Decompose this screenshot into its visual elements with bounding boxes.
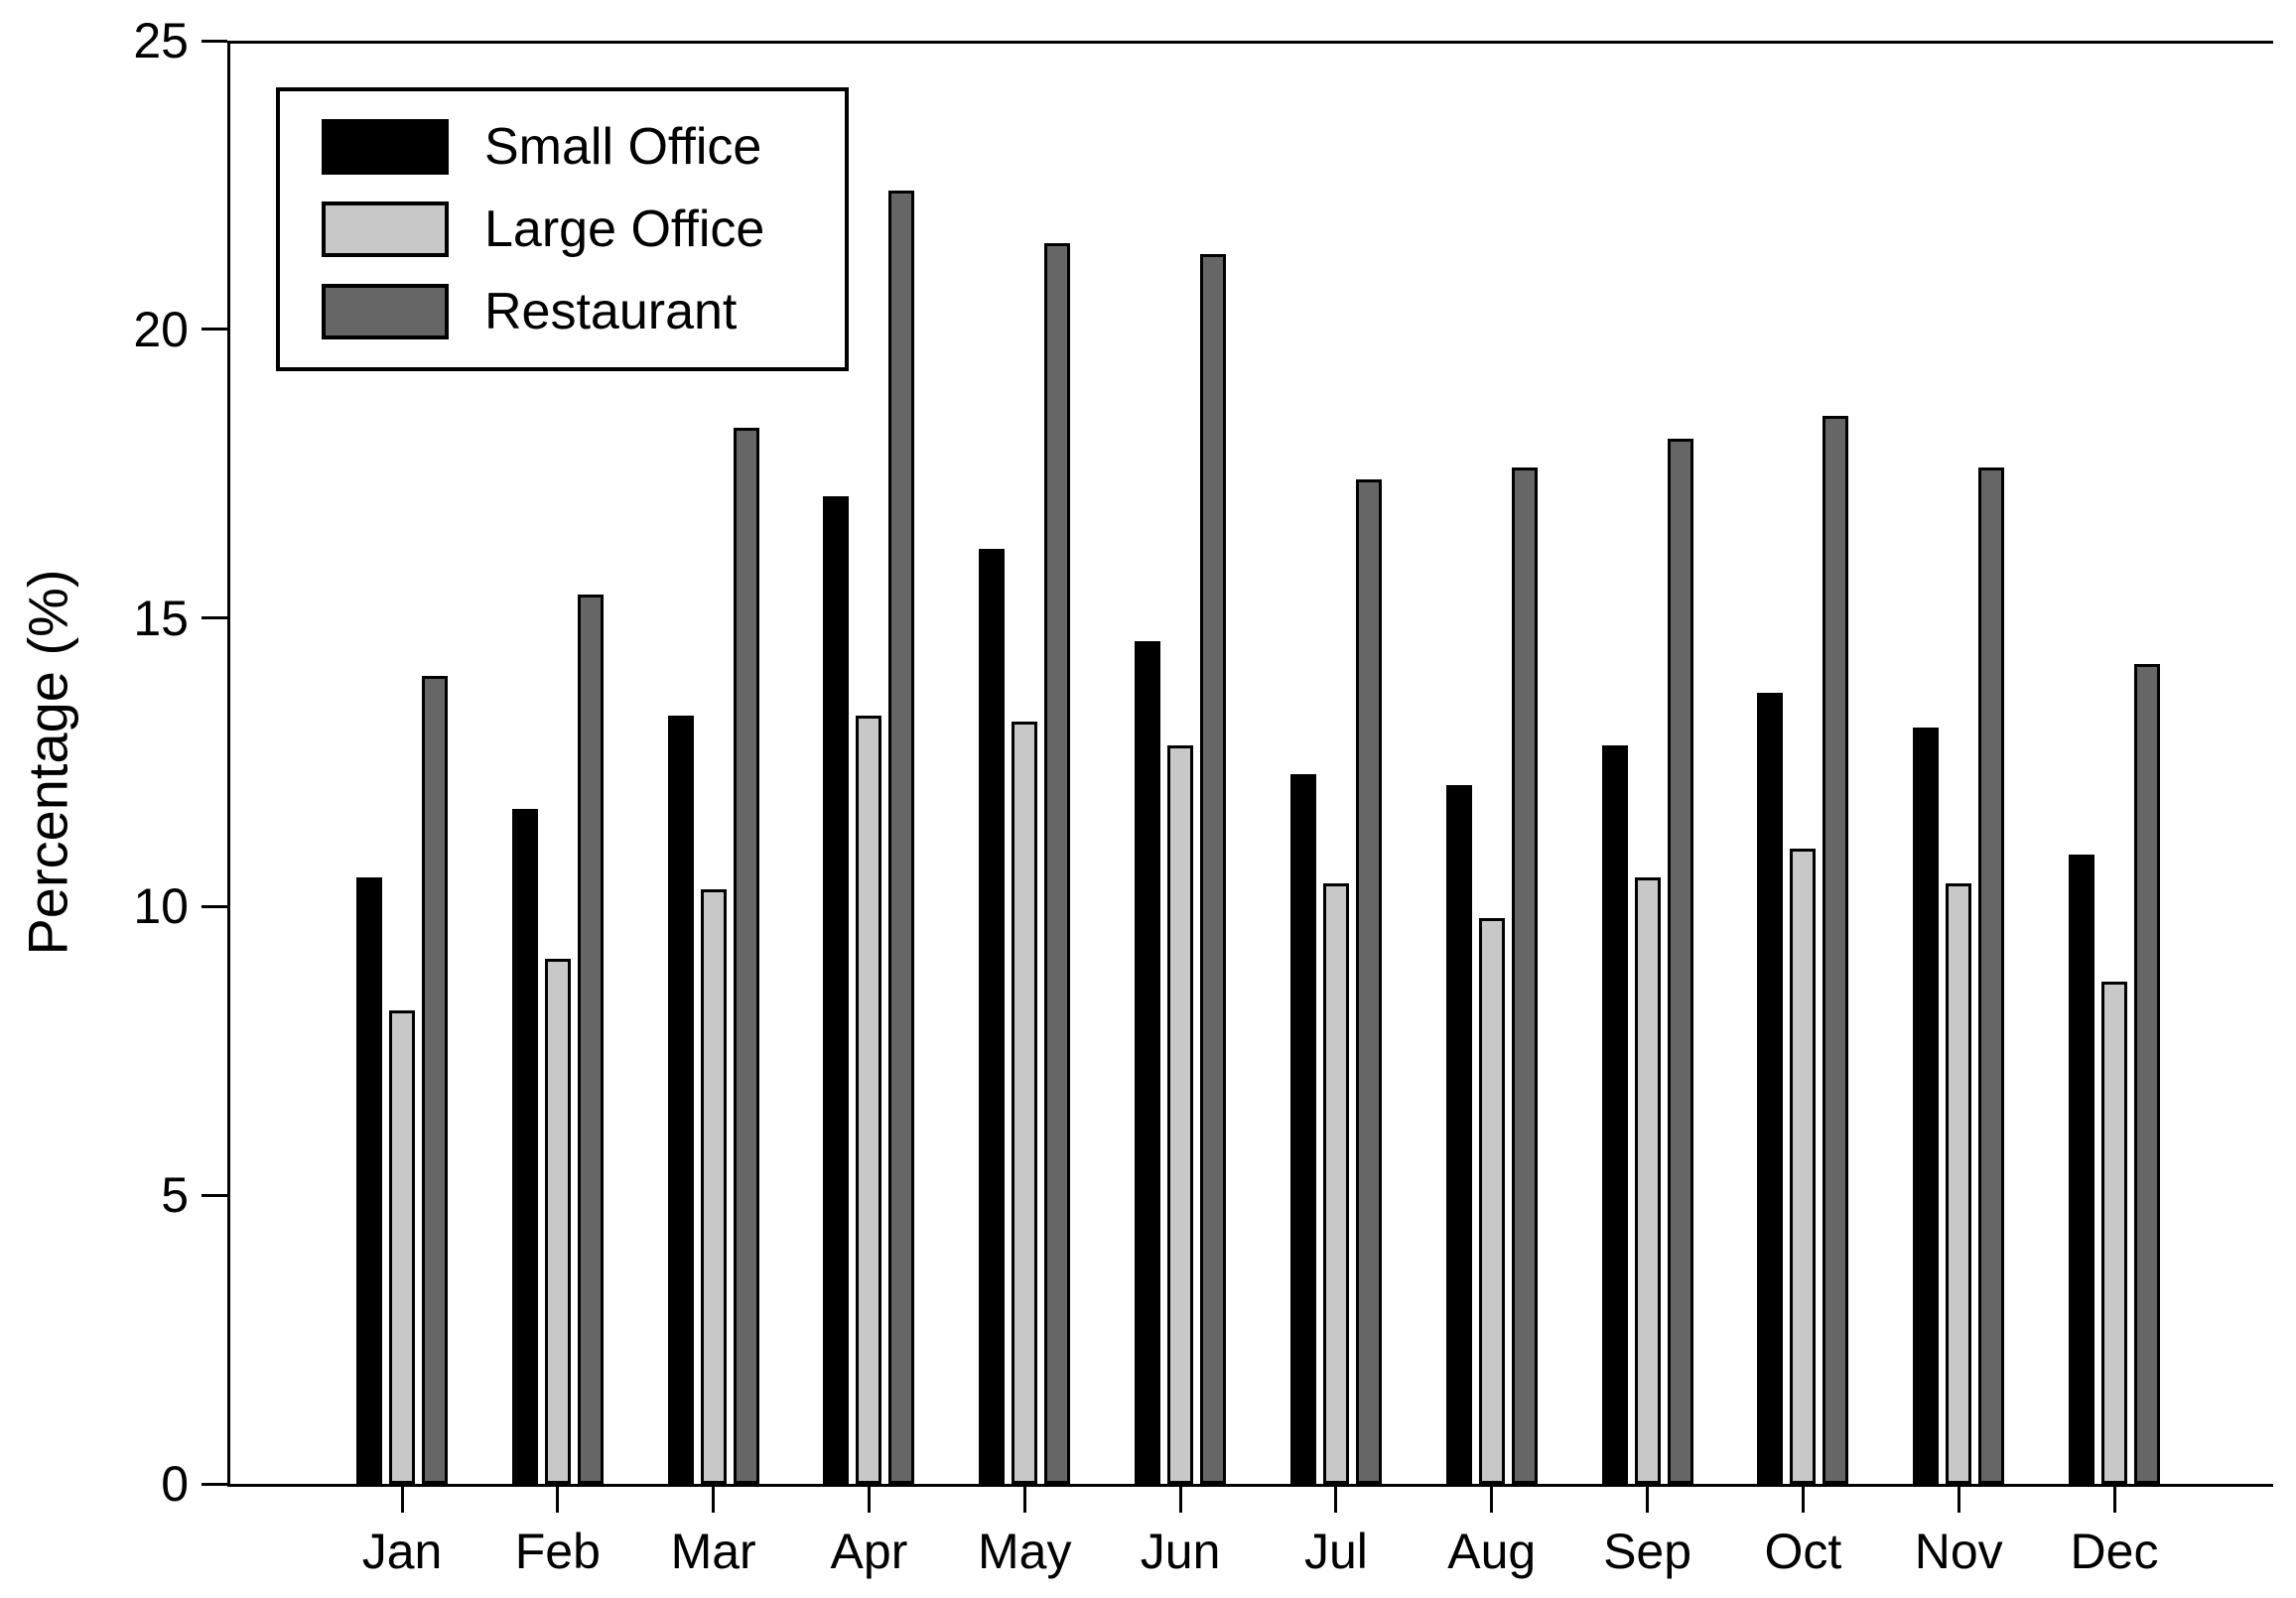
legend-swatch-large-office — [322, 200, 449, 257]
bar-oct-restaurant — [1823, 416, 1849, 1484]
y-tick-15 — [202, 616, 227, 620]
bar-group-may — [979, 242, 1071, 1484]
x-tick-apr — [867, 1487, 871, 1513]
top-axis-line — [227, 41, 2273, 44]
bar-may-small-office — [979, 548, 1006, 1484]
y-tick-10 — [202, 904, 227, 908]
bar-nov-restaurant — [1978, 467, 2005, 1484]
bar-feb-small-office — [511, 808, 538, 1484]
bar-aug-large-office — [1478, 918, 1505, 1484]
x-tick-oct — [1801, 1487, 1805, 1513]
bar-mar-restaurant — [733, 427, 759, 1484]
legend-label-large-office: Large Office — [484, 200, 765, 258]
legend-item-restaurant: Restaurant — [322, 283, 845, 341]
x-tick-label-apr: Apr — [830, 1524, 908, 1579]
y-tick-label-0: 0 — [161, 1456, 189, 1512]
x-tick-nov — [1957, 1487, 1960, 1513]
bar-jul-large-office — [1322, 883, 1349, 1484]
bar-group-jan — [356, 675, 448, 1484]
y-tick-25 — [202, 39, 227, 43]
x-tick-label-jul: Jul — [1303, 1524, 1368, 1579]
legend-label-restaurant: Restaurant — [484, 283, 738, 341]
bar-group-oct — [1757, 416, 1849, 1484]
x-tick-label-sep: Sep — [1603, 1524, 1692, 1579]
x-tick-jul — [1334, 1487, 1338, 1513]
legend-label-small-office: Small Office — [484, 117, 762, 176]
x-tick-feb — [556, 1487, 560, 1513]
bar-jun-large-office — [1167, 744, 1194, 1484]
x-tick-sep — [1646, 1487, 1650, 1513]
y-tick-label-10: 10 — [133, 878, 189, 935]
x-tick-label-aug: Aug — [1447, 1524, 1537, 1579]
bar-feb-restaurant — [577, 595, 604, 1484]
y-tick-20 — [202, 328, 227, 332]
bar-jan-restaurant — [422, 675, 448, 1484]
plot-area — [230, 41, 2273, 1484]
x-tick-dec — [2112, 1487, 2116, 1513]
bar-oct-large-office — [1790, 849, 1817, 1484]
y-tick-label-5: 5 — [161, 1167, 189, 1224]
y-tick-label-15: 15 — [133, 590, 189, 646]
x-tick-aug — [1490, 1487, 1494, 1513]
x-tick-may — [1022, 1487, 1026, 1513]
bar-dec-large-office — [2101, 982, 2128, 1484]
x-tick-label-jun: Jun — [1140, 1524, 1221, 1579]
bar-sep-small-office — [1601, 744, 1628, 1484]
bar-group-nov — [1913, 467, 2005, 1484]
bar-group-apr — [823, 191, 915, 1484]
y-tick-label-20: 20 — [133, 301, 189, 357]
x-tick-label-jan: Jan — [361, 1524, 443, 1579]
x-tick-label-mar: Mar — [670, 1524, 756, 1579]
bar-aug-small-office — [1445, 785, 1472, 1484]
legend-swatch-restaurant — [322, 284, 449, 340]
bar-feb-large-office — [544, 958, 571, 1484]
x-tick-label-nov: Nov — [1914, 1524, 2003, 1579]
bar-jun-small-office — [1135, 640, 1161, 1484]
legend-item-large-office: Large Office — [322, 200, 845, 258]
bar-jul-restaurant — [1355, 479, 1382, 1484]
bar-mar-small-office — [667, 716, 694, 1484]
bar-sep-large-office — [1634, 877, 1661, 1484]
bar-may-restaurant — [1044, 242, 1071, 1484]
x-tick-label-may: May — [978, 1524, 1072, 1579]
bar-group-jul — [1289, 479, 1382, 1484]
bar-nov-small-office — [1913, 728, 1940, 1484]
y-axis-line — [227, 41, 230, 1487]
legend-item-small-office: Small Office — [322, 117, 845, 176]
x-tick-jun — [1178, 1487, 1182, 1513]
legend-swatch-small-office — [322, 118, 449, 175]
bar-sep-restaurant — [1667, 439, 1693, 1484]
bar-apr-restaurant — [888, 191, 915, 1484]
y-tick-5 — [202, 1193, 227, 1197]
bar-apr-small-office — [823, 496, 850, 1484]
bar-mar-large-office — [700, 888, 727, 1484]
bar-jan-large-office — [389, 1010, 415, 1484]
bar-oct-small-office — [1757, 693, 1784, 1484]
bar-group-dec — [2069, 664, 2161, 1484]
x-axis-line — [227, 1484, 2273, 1487]
bar-dec-small-office — [2069, 855, 2095, 1484]
bar-aug-restaurant — [1511, 467, 1538, 1484]
bar-nov-large-office — [1946, 883, 1972, 1484]
bar-dec-restaurant — [2134, 664, 2161, 1484]
y-tick-0 — [202, 1482, 227, 1486]
legend: Small Office Large Office Restaurant — [276, 87, 849, 371]
x-tick-mar — [712, 1487, 716, 1513]
x-tick-label-feb: Feb — [514, 1524, 601, 1579]
bar-jan-small-office — [356, 877, 382, 1484]
bar-apr-large-office — [856, 716, 882, 1484]
bar-may-large-office — [1012, 722, 1038, 1484]
bar-jul-small-office — [1289, 773, 1316, 1484]
bar-group-jun — [1135, 254, 1227, 1484]
bar-group-sep — [1601, 439, 1693, 1484]
y-tick-label-25: 25 — [133, 13, 189, 68]
x-tick-jan — [400, 1487, 404, 1513]
x-tick-label-oct: Oct — [1764, 1524, 1842, 1579]
bar-group-aug — [1445, 467, 1538, 1484]
bar-group-mar — [667, 427, 759, 1484]
bar-jun-restaurant — [1200, 254, 1227, 1484]
x-tick-label-dec: Dec — [2070, 1524, 2159, 1579]
bar-group-feb — [511, 595, 604, 1484]
